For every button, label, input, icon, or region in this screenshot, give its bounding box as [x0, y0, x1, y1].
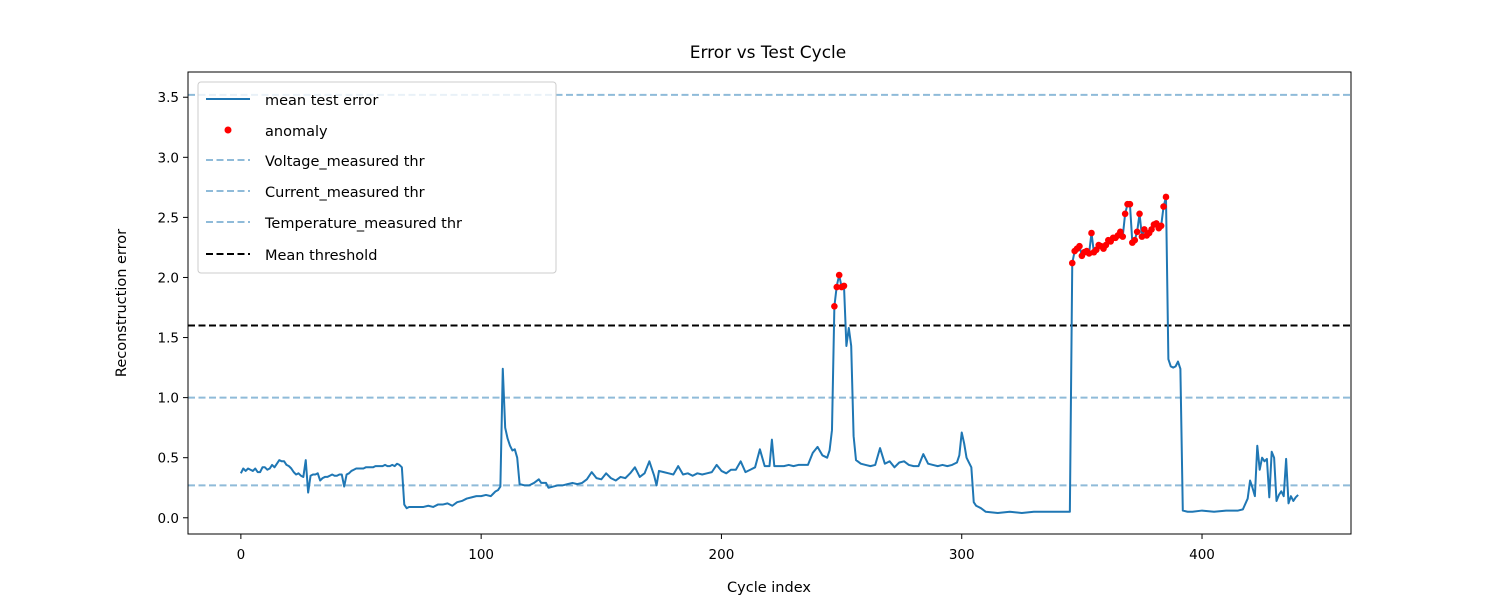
legend-label-line: mean test error	[265, 93, 378, 109]
y-tick-label: 2.5	[158, 210, 179, 226]
x-axis: 0 100 200 300 400	[237, 534, 1215, 563]
y-axis: 0.0 0.5 1.0 1.5 2.0 2.5 3.0 3.5	[158, 90, 188, 527]
legend-box	[197, 81, 557, 274]
y-axis-label: Reconstruction error	[114, 229, 130, 377]
y-tick-label: 3.0	[158, 150, 179, 166]
x-tick-label: 200	[709, 547, 735, 563]
anomaly-point	[1088, 229, 1095, 237]
anomaly-point	[1157, 222, 1165, 230]
y-tick-label: 3.5	[158, 90, 179, 106]
x-tick-label: 400	[1189, 547, 1215, 563]
anomaly-point	[1131, 236, 1139, 244]
anomaly-point	[833, 283, 841, 291]
legend: mean test error anomaly Voltage_measured…	[197, 81, 557, 274]
x-axis-label: Cycle index	[727, 580, 811, 596]
y-tick-label: 0.0	[158, 511, 179, 527]
x-tick-label: 100	[468, 547, 494, 563]
y-tick-label: 2.0	[158, 270, 179, 286]
legend-label-current: Current_measured thr	[265, 185, 425, 201]
legend-anomaly-marker	[224, 126, 232, 134]
anomaly-point	[835, 271, 843, 279]
anomaly-point	[1136, 210, 1143, 218]
anomaly-point	[1068, 259, 1076, 267]
anomaly-point	[1162, 193, 1170, 201]
anomaly-point	[1133, 228, 1141, 236]
legend-label-mean-threshold: Mean threshold	[265, 248, 377, 264]
legend-label-temperature: Temperature_measured thr	[264, 216, 462, 232]
anomaly-point	[840, 282, 848, 290]
y-tick-label: 1.5	[158, 331, 179, 347]
y-tick-label: 1.0	[158, 391, 179, 407]
plot-frame	[187, 71, 1352, 535]
x-tick-label: 300	[949, 547, 975, 563]
y-tick-label: 0.5	[158, 451, 179, 467]
chart-title: Error vs Test Cycle	[690, 43, 847, 63]
anomaly-point	[1076, 242, 1083, 250]
anomaly-point	[831, 303, 838, 310]
legend-label-anomaly: anomaly	[265, 124, 328, 140]
x-tick-label: 0	[237, 547, 246, 563]
anomaly-point	[1121, 210, 1129, 218]
anomaly-point	[1126, 200, 1134, 208]
legend-label-voltage: Voltage_measured thr	[265, 154, 425, 170]
anomaly-point	[1160, 203, 1167, 210]
anomaly-point	[1119, 233, 1127, 240]
anomaly-point	[1141, 226, 1148, 233]
